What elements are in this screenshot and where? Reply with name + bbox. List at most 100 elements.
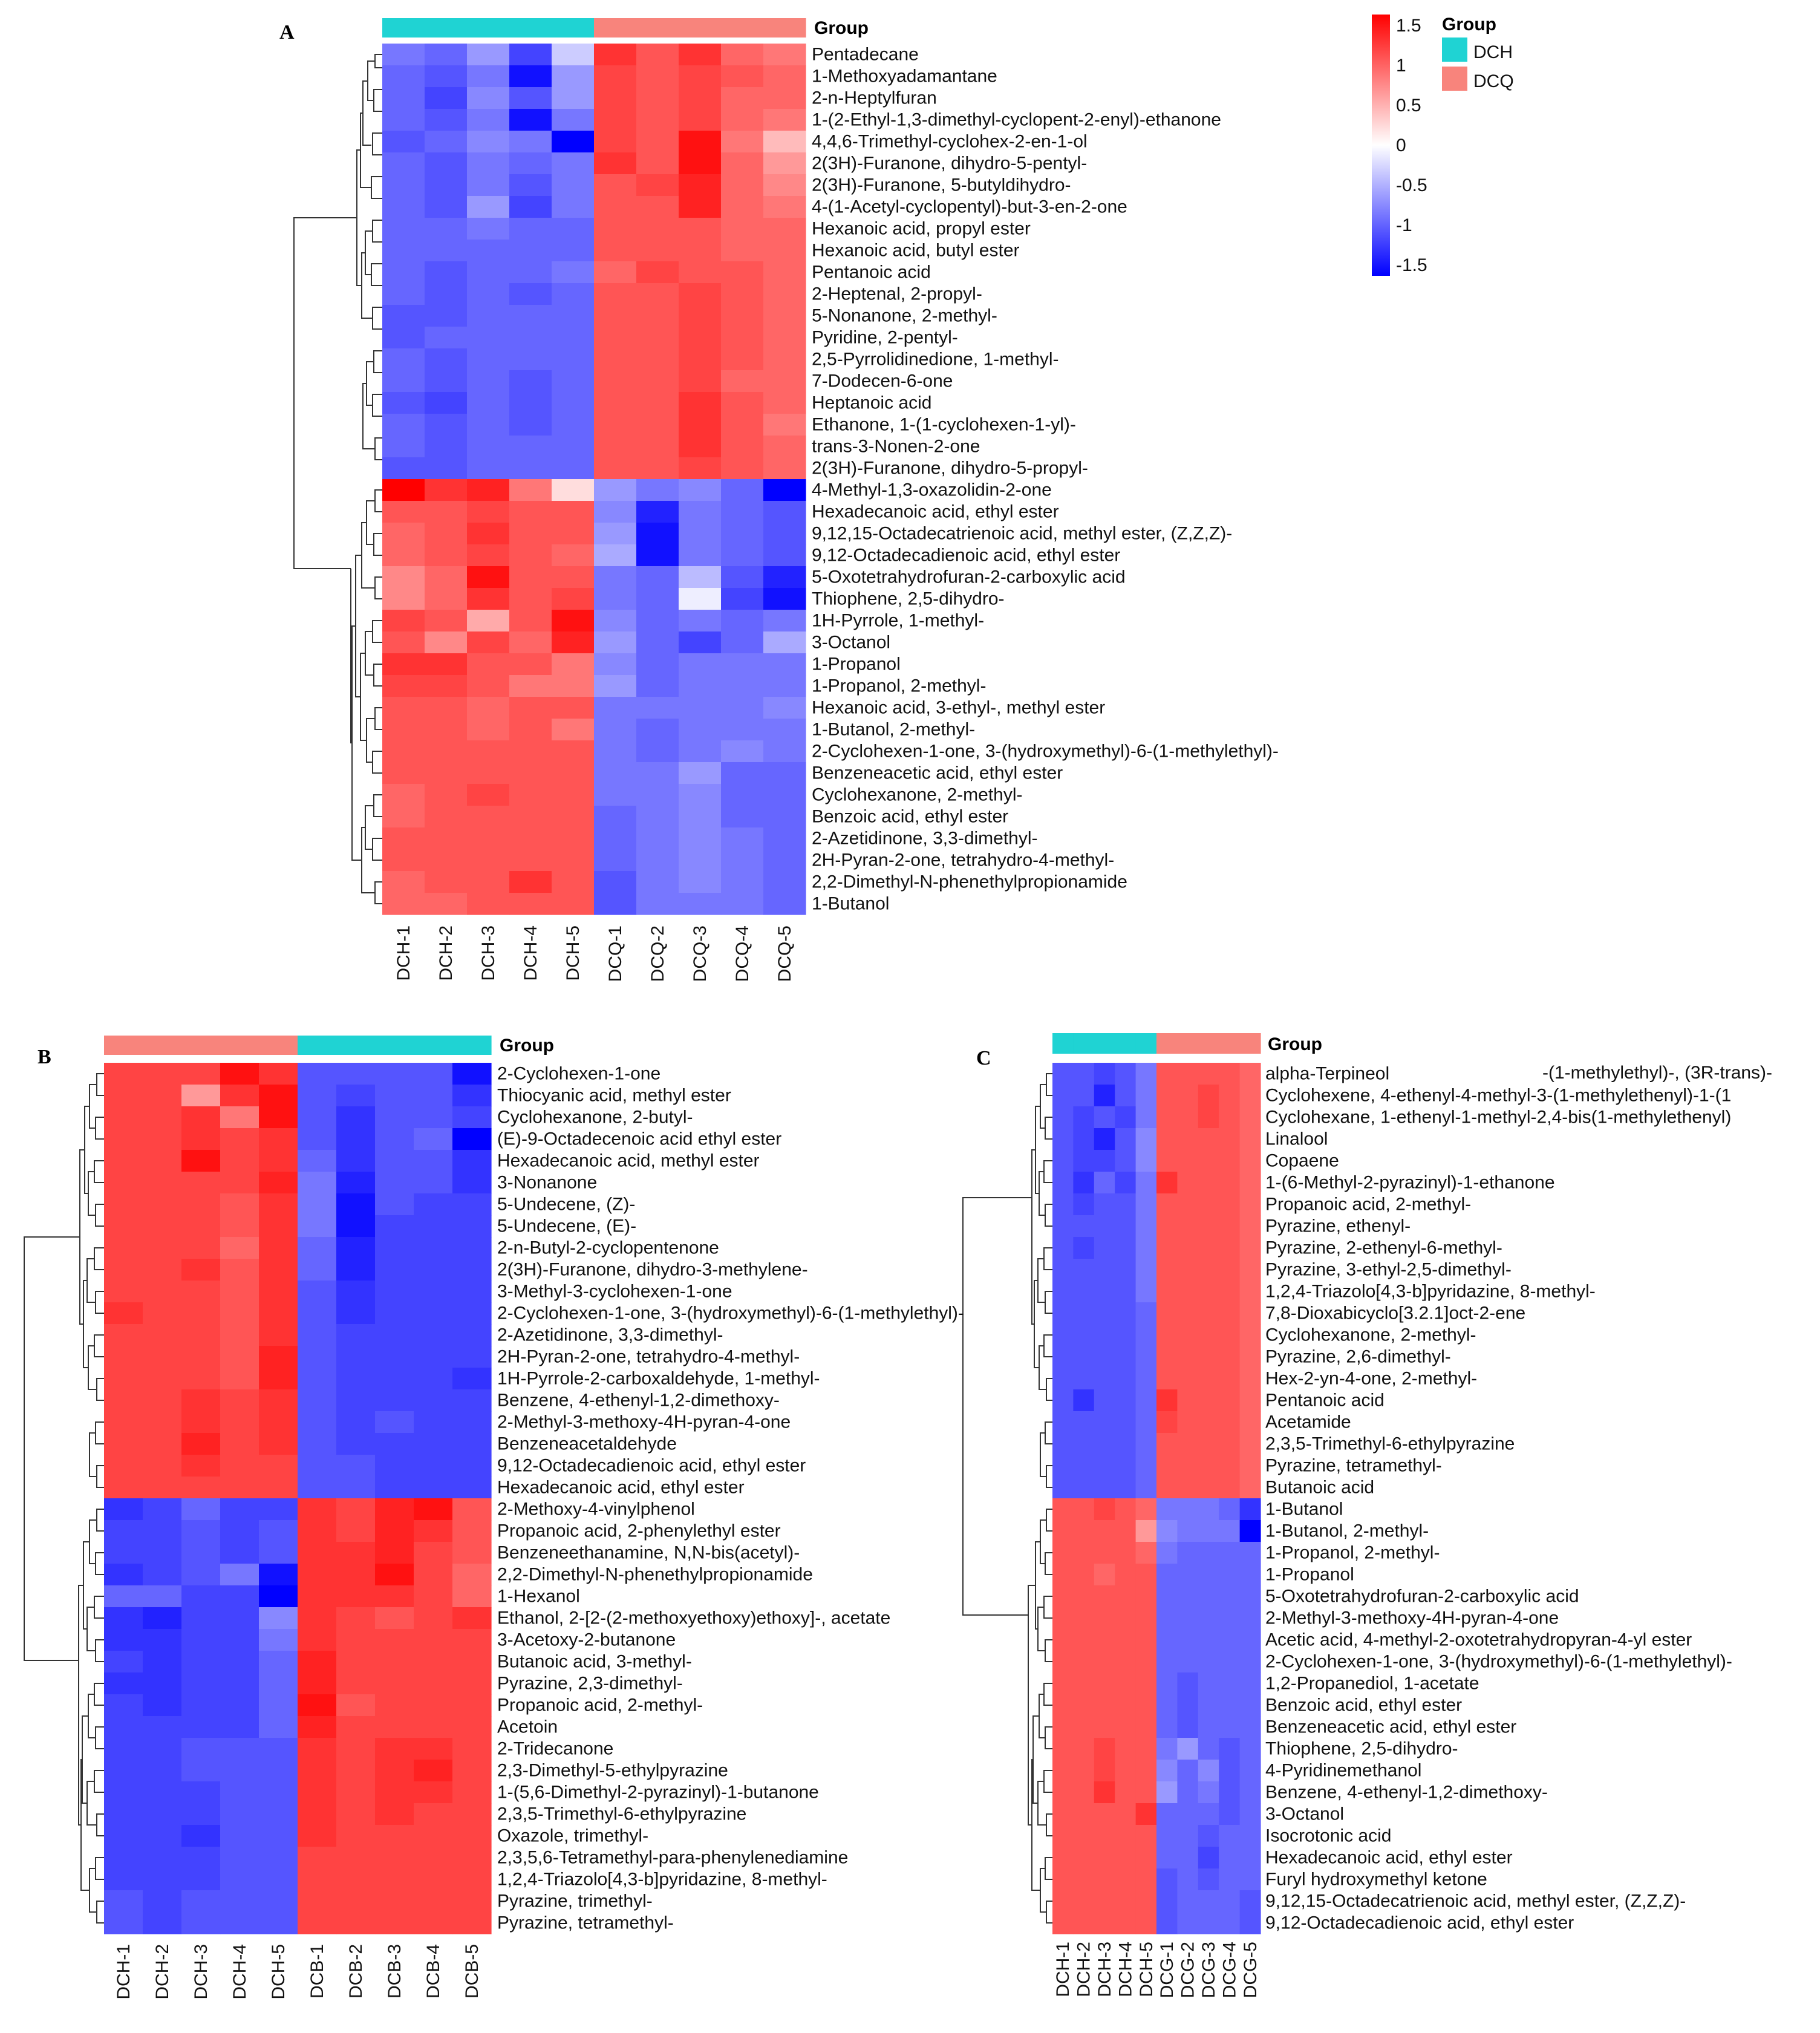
group-legend-swatch-dcq bbox=[1442, 67, 1467, 91]
heatmap-cell bbox=[220, 1847, 259, 1869]
heatmap-cell bbox=[1073, 1564, 1095, 1586]
heatmap-cell bbox=[1052, 1825, 1074, 1847]
heatmap-cell bbox=[1052, 1607, 1074, 1630]
heatmap-cell bbox=[181, 1259, 221, 1281]
heatmap-cell bbox=[594, 240, 637, 262]
heatmap-cell bbox=[1177, 1085, 1199, 1107]
heatmap-cell bbox=[509, 827, 552, 850]
heatmap-cell bbox=[721, 675, 764, 697]
heatmap-cell bbox=[1115, 1302, 1137, 1325]
heatmap-cell bbox=[414, 1259, 453, 1281]
scale-tick-label: -1 bbox=[1396, 215, 1412, 235]
heatmap-cell bbox=[1219, 1302, 1241, 1325]
heatmap-cell bbox=[298, 1803, 337, 1826]
heatmap-cell bbox=[679, 436, 722, 458]
group-bar-cell bbox=[181, 1036, 221, 1055]
heatmap-cell bbox=[467, 697, 510, 719]
heatmap-cell bbox=[220, 1781, 259, 1804]
heatmap-cell bbox=[298, 1389, 337, 1412]
heatmap-cell bbox=[594, 827, 637, 850]
heatmap-cell bbox=[375, 1498, 414, 1521]
heatmap-cell bbox=[298, 1193, 337, 1216]
heatmap-cell bbox=[298, 1738, 337, 1760]
group-legend-label: DCQ bbox=[1473, 71, 1514, 91]
row-label: Ethanol, 2-[2-(2-methoxyethoxy)ethoxy]-,… bbox=[497, 1608, 890, 1628]
heatmap-cell bbox=[763, 675, 806, 697]
heatmap-cell bbox=[552, 719, 595, 741]
heatmap-cell bbox=[181, 1738, 221, 1760]
heatmap-cell bbox=[104, 1890, 143, 1913]
heatmap-cell bbox=[1135, 1912, 1157, 1934]
row-label: 5-Nonanone, 2-methyl- bbox=[812, 305, 997, 325]
heatmap-cell bbox=[1135, 1063, 1157, 1085]
heatmap-cell bbox=[452, 1150, 492, 1172]
heatmap-cell bbox=[594, 849, 637, 872]
heatmap-cell bbox=[467, 436, 510, 458]
row-label: Pentanoic acid bbox=[1265, 1390, 1385, 1410]
heatmap-cell bbox=[1073, 1302, 1095, 1325]
heatmap-cell bbox=[679, 479, 722, 501]
heatmap-cell bbox=[452, 1651, 492, 1673]
heatmap-cell bbox=[763, 479, 806, 501]
heatmap-cell bbox=[1219, 1781, 1241, 1804]
heatmap-cell bbox=[763, 87, 806, 109]
heatmap-cell bbox=[679, 523, 722, 545]
heatmap-cell bbox=[1177, 1825, 1199, 1847]
heatmap-cell bbox=[382, 762, 425, 785]
heatmap-cell bbox=[1198, 1520, 1219, 1542]
heatmap-cell bbox=[336, 1106, 376, 1129]
heatmap-cell bbox=[104, 1433, 143, 1455]
row-label: Pyrazine, 2,6-dimethyl- bbox=[1265, 1346, 1451, 1366]
row-label: 1-Propanol, 2-methyl- bbox=[812, 676, 986, 696]
heatmap-cell bbox=[143, 1672, 182, 1695]
heatmap-cell bbox=[509, 893, 552, 915]
heatmap-cell bbox=[425, 566, 468, 589]
heatmap-cell bbox=[181, 1063, 221, 1085]
heatmap-cell bbox=[336, 1803, 376, 1826]
heatmap-cell bbox=[375, 1781, 414, 1804]
heatmap-cell bbox=[1115, 1890, 1137, 1913]
heatmap-cell bbox=[414, 1215, 453, 1238]
heatmap-cell bbox=[414, 1760, 453, 1782]
row-label: Thiophene, 2,5-dihydro- bbox=[1265, 1738, 1458, 1758]
heatmap-cell bbox=[1094, 1542, 1115, 1564]
heatmap-cell bbox=[594, 44, 637, 66]
heatmap-cell bbox=[721, 501, 764, 523]
row-label: Benzoic acid, ethyl ester bbox=[1265, 1695, 1462, 1715]
heatmap-cell bbox=[1239, 1237, 1261, 1259]
heatmap-cell bbox=[1135, 1368, 1157, 1390]
heatmap-cell bbox=[636, 327, 679, 349]
heatmap-cell bbox=[721, 436, 764, 458]
heatmap-cell bbox=[425, 392, 468, 414]
heatmap-cell bbox=[1219, 1455, 1241, 1477]
heatmap-cell bbox=[1177, 1411, 1199, 1434]
heatmap-cell bbox=[220, 1411, 259, 1434]
heatmap-cell bbox=[594, 109, 637, 131]
heatmap-cell bbox=[298, 1411, 337, 1434]
heatmap-cell bbox=[1115, 1564, 1137, 1586]
heatmap-cell bbox=[1239, 1302, 1261, 1325]
row-label: Butanoic acid bbox=[1265, 1477, 1374, 1497]
heatmap-cell bbox=[181, 1106, 221, 1129]
heatmap-cell bbox=[259, 1542, 298, 1564]
row-label: trans-3-Nonen-2-one bbox=[812, 436, 980, 456]
heatmap-cell bbox=[1177, 1585, 1199, 1608]
heatmap-cell bbox=[1073, 1368, 1095, 1390]
heatmap-cell bbox=[1115, 1585, 1137, 1608]
heatmap-cell bbox=[452, 1760, 492, 1782]
heatmap-cell bbox=[1073, 1215, 1095, 1238]
heatmap-cell bbox=[1219, 1150, 1241, 1172]
heatmap-cell bbox=[425, 436, 468, 458]
heatmap-cell bbox=[375, 1433, 414, 1455]
heatmap-cell bbox=[104, 1389, 143, 1412]
heatmap-cell bbox=[298, 1847, 337, 1869]
heatmap-cell bbox=[181, 1564, 221, 1586]
heatmap-cell bbox=[220, 1564, 259, 1586]
heatmap-cell bbox=[1219, 1324, 1241, 1346]
heatmap-cell bbox=[1073, 1477, 1095, 1499]
heatmap-cell bbox=[1198, 1302, 1219, 1325]
heatmap-cell bbox=[552, 65, 595, 88]
heatmap-cell bbox=[1115, 1259, 1137, 1281]
heatmap-cell bbox=[425, 196, 468, 218]
heatmap-cell bbox=[763, 719, 806, 741]
